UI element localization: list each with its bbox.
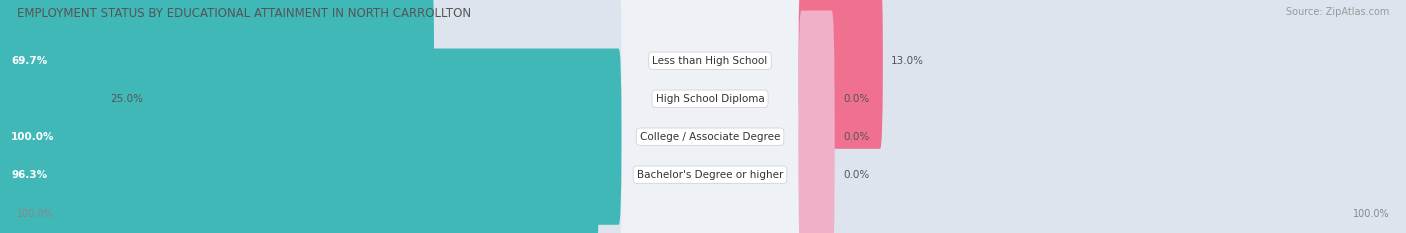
FancyBboxPatch shape bbox=[0, 86, 599, 233]
Text: 13.0%: 13.0% bbox=[891, 56, 924, 66]
Text: 25.0%: 25.0% bbox=[111, 94, 143, 104]
FancyBboxPatch shape bbox=[0, 9, 621, 188]
FancyBboxPatch shape bbox=[799, 48, 835, 225]
FancyBboxPatch shape bbox=[799, 86, 835, 233]
FancyBboxPatch shape bbox=[0, 0, 434, 149]
Text: 100.0%: 100.0% bbox=[17, 209, 53, 219]
Text: Less than High School: Less than High School bbox=[652, 56, 768, 66]
Text: 100.0%: 100.0% bbox=[11, 132, 55, 142]
Text: EMPLOYMENT STATUS BY EDUCATIONAL ATTAINMENT IN NORTH CARROLLTON: EMPLOYMENT STATUS BY EDUCATIONAL ATTAINM… bbox=[17, 7, 471, 20]
Text: College / Associate Degree: College / Associate Degree bbox=[640, 132, 780, 142]
FancyBboxPatch shape bbox=[0, 48, 621, 225]
FancyBboxPatch shape bbox=[0, 10, 157, 187]
FancyBboxPatch shape bbox=[799, 0, 883, 149]
FancyBboxPatch shape bbox=[799, 0, 1406, 150]
Text: 0.0%: 0.0% bbox=[844, 132, 869, 142]
FancyBboxPatch shape bbox=[799, 9, 1406, 188]
Text: 0.0%: 0.0% bbox=[844, 94, 869, 104]
FancyBboxPatch shape bbox=[799, 47, 1406, 226]
Text: 0.0%: 0.0% bbox=[844, 170, 869, 180]
FancyBboxPatch shape bbox=[0, 0, 621, 150]
Text: High School Diploma: High School Diploma bbox=[655, 94, 765, 104]
FancyBboxPatch shape bbox=[799, 85, 1406, 233]
Text: Source: ZipAtlas.com: Source: ZipAtlas.com bbox=[1285, 7, 1389, 17]
Text: 69.7%: 69.7% bbox=[11, 56, 48, 66]
FancyBboxPatch shape bbox=[0, 85, 621, 233]
FancyBboxPatch shape bbox=[799, 10, 835, 187]
FancyBboxPatch shape bbox=[0, 47, 621, 226]
Text: 96.3%: 96.3% bbox=[11, 170, 48, 180]
Text: Bachelor's Degree or higher: Bachelor's Degree or higher bbox=[637, 170, 783, 180]
Text: 100.0%: 100.0% bbox=[1353, 209, 1389, 219]
